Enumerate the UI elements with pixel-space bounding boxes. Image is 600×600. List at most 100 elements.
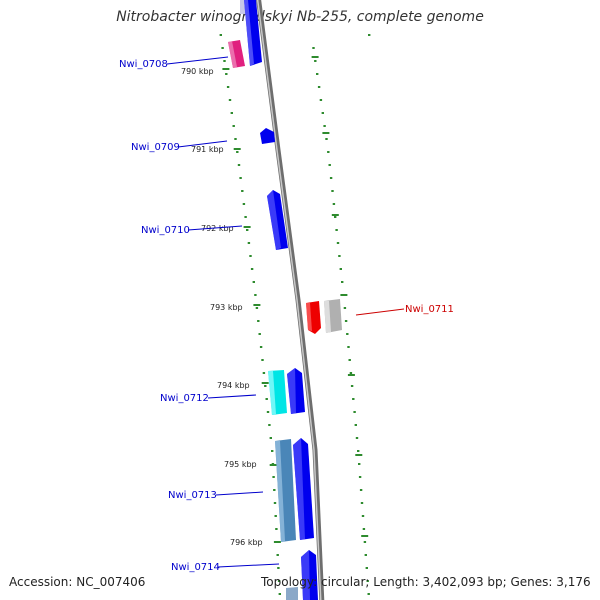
gc-dot-left [249,255,252,257]
gc-dot-left [278,593,281,595]
gc-dot-right [350,385,354,387]
gc-dot-right [349,372,353,374]
gc-dot-right [361,515,365,517]
gc-track [219,34,371,595]
gc-peak-right [355,454,363,456]
tick-label: 791 kbp [191,145,224,154]
gene-label-nwi-0713[interactable]: Nwi_0713 [168,490,217,501]
gene-label-nwi-0709[interactable]: Nwi_0709 [131,142,180,153]
gc-dot-right [347,346,350,348]
gc-dot-left [261,359,264,361]
gc-dot-right [366,580,369,582]
gc-dot-left [232,125,235,127]
gc-dot-right [348,359,351,361]
gene-leader-line [217,563,280,568]
gc-dot-right [327,151,330,153]
gene-arrow-nwi-0710-shade [267,190,281,250]
gene-leader-line [177,140,228,148]
gc-dot-right [359,489,363,491]
gene-leader-line [187,225,243,231]
gc-dot-right [334,216,337,218]
gene-arrow-nwi-0712-shade [268,371,276,415]
gc-dot-left [223,60,226,62]
gc-dot-left [255,307,259,309]
gc-dot-right [367,593,370,595]
gc-dot-right [355,437,359,439]
gc-dot-right [338,255,341,257]
gc-peak-right [311,56,319,58]
gc-dot-left [277,580,281,582]
gc-peak-left [273,541,281,543]
gc-dot-left [272,476,275,478]
gc-dot-right [328,164,331,166]
gene-leader-line [215,491,264,496]
gc-dot-right [365,567,368,569]
tick-label: 790 kbp [181,67,214,76]
gene-leader-line [166,56,229,65]
gc-dot-right [336,242,340,244]
gene-label-nwi-0710[interactable]: Nwi_0710 [141,225,190,236]
gene-arrow-nwi-0708-shade [228,41,237,68]
gc-dot-left [257,320,260,322]
gene-leader-line [207,394,257,399]
gc-dot-right [357,450,360,452]
gene-arrow-nwi-0709[interactable] [260,128,275,144]
gc-dot-right [331,190,334,192]
gc-dot-right [368,34,371,36]
gc-dot-right [329,177,333,179]
gc-dot-left [239,177,242,179]
gc-dot-left [276,554,279,556]
gc-peak-left [233,148,241,150]
gene-arrow-bottom-steel[interactable] [286,587,298,600]
tick-label: 795 kbp [224,460,257,469]
gc-dot-right [354,424,357,426]
gene-label-layer: Nwi_0708 Nwi_0709 Nwi_0710 Nwi_0711 Nwi_0712… [119,56,454,573]
gc-dot-left [265,398,268,400]
gene-arrow-nwi-0713-shade [275,441,285,542]
gc-dot-right [341,281,344,283]
gc-dot-right [339,268,342,270]
gc-dot-left [259,346,263,348]
tick-label: 794 kbp [217,381,250,390]
gc-dot-right [362,528,366,530]
gc-dot-right [312,47,315,49]
gc-dot-right [343,307,347,309]
gc-dot-right [358,463,361,465]
gc-dot-left [264,385,267,387]
gc-dot-right [325,138,328,140]
gc-dot-right [317,86,321,88]
gc-peak-left [253,304,261,306]
gc-dot-left [275,528,278,530]
gene-arrow-blue-0712-pair-shade [287,368,296,414]
gc-dot-left [277,567,280,569]
gc-dot-right [353,411,356,413]
gc-peak-left [261,382,269,384]
gc-dot-left [262,372,266,374]
gene-track [228,0,342,600]
gc-dot-right [321,112,324,114]
gene-label-nwi-0711[interactable]: Nwi_0711 [405,304,454,315]
gc-dot-left [274,515,277,517]
gc-dot-right [316,73,319,75]
gc-dot-left [236,151,239,153]
gene-label-nwi-0712[interactable]: Nwi_0712 [160,393,209,404]
gc-peak-left [269,464,277,466]
tick-label: 796 kbp [230,538,263,547]
tick-label: 792 kbp [201,224,234,233]
gc-peak-right [331,214,339,216]
gc-dot-left [247,242,251,244]
gene-label-nwi-0708[interactable]: Nwi_0708 [119,59,168,70]
gc-dot-left [228,99,232,101]
gc-dot-left [269,437,272,439]
gene-label-nwi-0714[interactable]: Nwi_0714 [171,562,220,573]
gc-dot-left [246,229,249,231]
genome-title: Nitrobacter winogradskyi Nb-255, complet… [116,9,484,25]
gc-dot-left [268,424,271,426]
gc-dot-left [258,333,261,335]
gc-dot-right [363,541,367,543]
gc-peak-left [222,68,230,70]
gc-dot-left [252,281,255,283]
gc-dot-left [244,216,247,218]
